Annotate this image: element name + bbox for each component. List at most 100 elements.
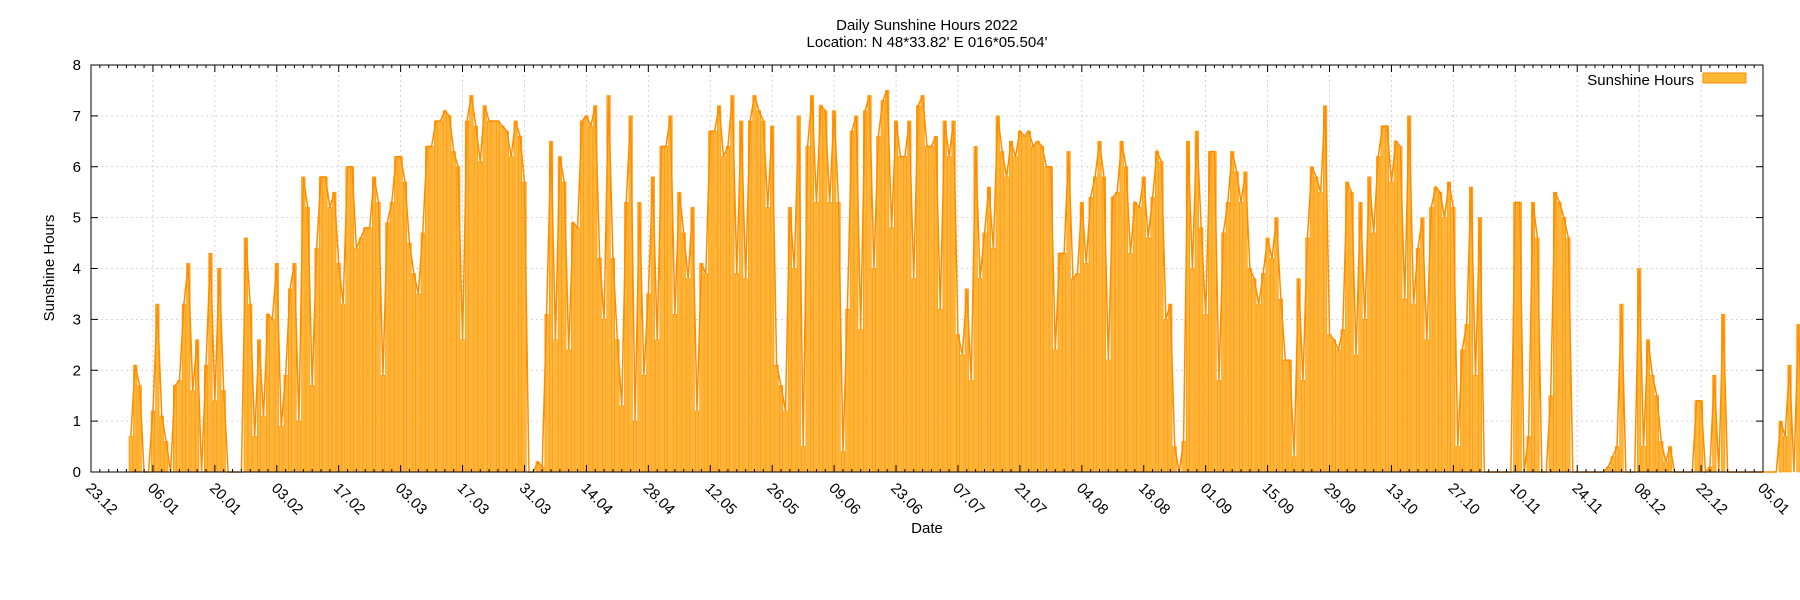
sunshine-bar — [1137, 207, 1142, 473]
sunshine-bar — [349, 166, 355, 473]
sunshine-bar — [1154, 151, 1160, 473]
sunshine-bar — [703, 273, 708, 473]
sunshine-bar — [619, 405, 624, 473]
sunshine-bar — [279, 425, 284, 473]
sunshine-bar — [765, 207, 770, 473]
sunshine-bar — [1039, 146, 1045, 473]
x-tick-label: 15.09 — [1259, 480, 1298, 519]
sunshine-bar — [801, 446, 806, 473]
x-tick-label: 17.02 — [330, 480, 369, 519]
sunshine-bar — [517, 135, 523, 473]
x-tick-label: 07.07 — [949, 480, 988, 519]
sunshine-bar — [1424, 339, 1429, 473]
sunshine-bar — [1331, 339, 1337, 473]
x-tick-label: 21.07 — [1011, 480, 1050, 519]
y-tick-label: 4 — [73, 261, 81, 278]
sunshine-bar — [893, 120, 899, 473]
sunshine-bar — [982, 232, 987, 473]
sunshine-bar — [1415, 247, 1421, 473]
sunshine-bar — [1062, 252, 1067, 473]
sunshine-bar — [1309, 166, 1314, 473]
sunshine-bar — [1433, 186, 1438, 473]
x-tick-label: 22.12 — [1692, 480, 1731, 519]
sunshine-bar — [318, 176, 324, 473]
sunshine-bar — [487, 120, 492, 473]
sunshine-bar — [721, 156, 726, 473]
sunshine-bar — [602, 319, 607, 473]
y-tick-label: 8 — [73, 57, 81, 74]
sunshine-bar — [991, 247, 996, 473]
sunshine-bar — [1252, 278, 1257, 473]
sunshine-bar — [509, 156, 514, 473]
sunshine-bar — [898, 156, 903, 473]
sunshine-bar — [1044, 166, 1049, 473]
sunshine-bar — [1446, 181, 1452, 473]
sunshine-bar — [1075, 273, 1080, 473]
x-tick-label: 10.11 — [1506, 480, 1544, 518]
sunshine-bar — [212, 400, 217, 473]
sunshine-bar — [1243, 171, 1248, 473]
sunshine-bar — [1455, 446, 1460, 473]
sunshine-bar — [411, 273, 416, 473]
sunshine-bar — [402, 181, 408, 473]
sunshine-bar — [372, 176, 377, 473]
sunshine-bar — [190, 390, 195, 473]
sunshine-bar — [725, 146, 731, 473]
sunshine-bar — [1230, 151, 1235, 473]
sunshine-bar — [442, 110, 447, 473]
sunshine-bar — [1376, 156, 1381, 473]
sunshine-bar — [686, 278, 691, 473]
x-tick-label: 24.11 — [1568, 480, 1606, 518]
sunshine-bar — [252, 436, 257, 473]
x-tick-label: 20.01 — [206, 480, 245, 519]
sunshine-bar — [482, 105, 487, 473]
sunshine-bar — [1008, 141, 1014, 473]
sunshine-bar — [1123, 166, 1129, 473]
sunshine-bar — [1004, 176, 1009, 473]
y-tick-label: 0 — [73, 464, 81, 481]
x-tick-label: 28.04 — [640, 480, 679, 519]
x-tick-label: 13.10 — [1383, 480, 1422, 519]
y-tick-label: 2 — [73, 362, 81, 379]
x-tick-label: 23.12 — [82, 480, 121, 519]
sunshine-bar — [1389, 181, 1394, 473]
sunshine-bar — [473, 125, 478, 473]
sunshine-bar — [902, 156, 907, 473]
sunshine-bar — [1150, 196, 1155, 473]
sunshine-bar — [1274, 217, 1279, 473]
sunshine-bar — [128, 436, 133, 473]
sunshine-bar — [938, 308, 943, 473]
x-tick-label: 31.03 — [516, 480, 555, 519]
sunshine-bar — [327, 207, 332, 473]
x-tick-label: 01.09 — [1197, 480, 1236, 519]
x-tick-label: 03.02 — [268, 480, 307, 519]
sunshine-bar — [429, 146, 434, 473]
sunshine-bar — [566, 349, 571, 473]
sunshine-bar — [584, 115, 589, 473]
sunshine-bar — [460, 339, 465, 473]
sunshine-bar — [1190, 268, 1195, 473]
sunshine-bar — [1146, 237, 1151, 473]
sunshine-bar — [1393, 141, 1398, 473]
sunshine-bar — [672, 313, 677, 473]
sunshine-bar — [655, 339, 660, 473]
sunshine-bar — [1265, 237, 1270, 473]
sunshine-bar — [177, 380, 182, 473]
sunshine-bar — [889, 227, 894, 473]
sunshine-bar — [756, 110, 761, 473]
sunshine-bar — [433, 120, 439, 473]
sunshine-bar — [734, 273, 739, 473]
x-tick-label: 29.09 — [1321, 480, 1360, 519]
y-axis-label: Sunshine Hours — [41, 215, 58, 322]
sunshine-bar — [367, 227, 372, 473]
sunshine-bar — [814, 202, 819, 473]
sunshine-bar — [491, 120, 496, 473]
sunshine-bar — [1438, 191, 1443, 473]
sunshine-bar — [761, 120, 766, 473]
sunshine-bar — [597, 258, 602, 473]
sunshine-bar — [929, 146, 934, 473]
sunshine-bar — [1783, 436, 1788, 473]
sunshine-bar — [1283, 359, 1288, 473]
sunshine-bar — [469, 95, 474, 473]
sunshine-bar — [809, 95, 815, 473]
